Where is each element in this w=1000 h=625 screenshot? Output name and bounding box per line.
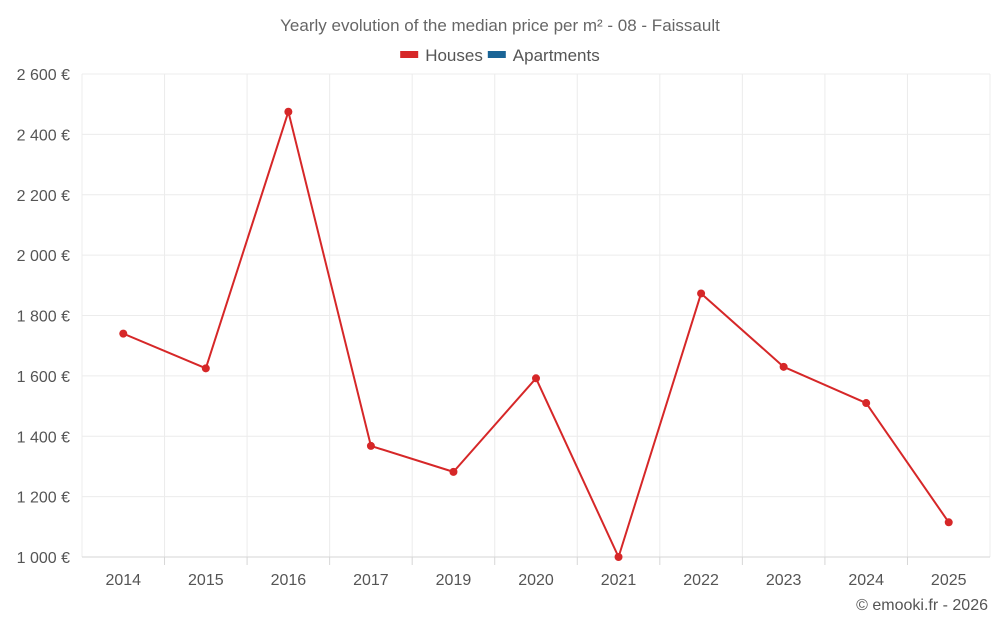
x-tick-label: 2019 xyxy=(436,572,472,589)
y-tick-label: 2 600 € xyxy=(17,67,70,84)
y-tick-label: 1 800 € xyxy=(17,309,70,326)
x-tick-label: 2022 xyxy=(683,572,719,589)
data-point xyxy=(944,518,953,527)
y-tick-label: 1 600 € xyxy=(17,369,70,386)
legend: Houses Apartments xyxy=(400,46,600,65)
x-tick-label: 2017 xyxy=(353,572,389,589)
data-point xyxy=(201,364,210,373)
x-tick-label: 2023 xyxy=(766,572,802,589)
legend-label-houses: Houses xyxy=(425,46,483,65)
data-point xyxy=(284,107,293,116)
data-point xyxy=(697,289,706,298)
x-tick-label: 2014 xyxy=(105,572,141,589)
x-tick-label: 2020 xyxy=(518,572,554,589)
data-point xyxy=(532,374,540,383)
legend-swatch-houses xyxy=(400,51,419,58)
x-axis: 2014 2015 2016 2017 2019 2020 2021 2022 2023 2024… xyxy=(82,556,990,589)
grid xyxy=(81,73,991,558)
y-tick-label: 1 000 € xyxy=(17,550,70,567)
y-tick-label: 1 200 € xyxy=(17,490,70,507)
y-tick-label: 2 200 € xyxy=(17,188,70,205)
plot-area xyxy=(119,107,953,561)
y-tick-label: 2 000 € xyxy=(17,248,70,265)
data-point xyxy=(779,362,788,371)
data-point xyxy=(614,553,623,561)
y-tick-label: 2 400 € xyxy=(17,127,70,144)
legend-label-apartments: Apartments xyxy=(513,46,600,65)
x-tick-label: 2025 xyxy=(931,572,967,589)
legend-swatch-apartments xyxy=(487,51,506,58)
x-tick-label: 2015 xyxy=(188,572,224,589)
data-point xyxy=(366,441,375,450)
credit-text: © emooki.fr - 2026 xyxy=(856,597,988,614)
data-point xyxy=(449,467,458,476)
y-tick-label: 1 400 € xyxy=(17,429,70,446)
x-tick-label: 2021 xyxy=(601,572,637,589)
y-axis: 1 000 € 1 200 € 1 400 € 1 600 € 1 800 € 2 000… xyxy=(17,67,70,567)
x-tick-label: 2016 xyxy=(271,572,307,589)
x-tick-label: 2024 xyxy=(848,572,884,589)
data-point xyxy=(119,329,128,338)
chart-title: Yearly evolution of the median price per… xyxy=(280,16,720,35)
data-point xyxy=(862,399,871,408)
